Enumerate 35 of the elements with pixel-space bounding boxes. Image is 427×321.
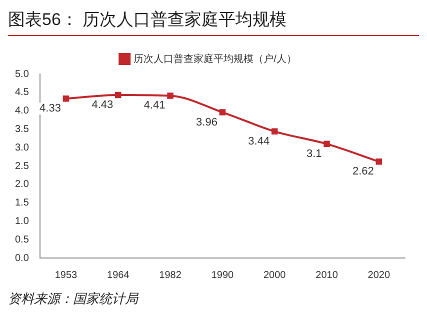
y-tick-label: 0.0 xyxy=(14,252,30,264)
x-tick-label: 2010 xyxy=(316,270,338,281)
y-tick-label: 2.5 xyxy=(14,160,30,172)
data-label: 4.33 xyxy=(40,102,61,115)
data-label: 3.1 xyxy=(306,148,322,160)
point xyxy=(115,92,122,98)
legend-label: 历次人口普查家庭平均规模（户/人） xyxy=(134,52,296,65)
point xyxy=(376,158,382,165)
data-label: 3.96 xyxy=(196,116,218,128)
y-tick-label: 3.0 xyxy=(14,142,30,154)
x-tick-label: 2020 xyxy=(368,270,390,281)
y-tick-label: 3.5 xyxy=(14,124,30,135)
y-tick-label: 4.0 xyxy=(14,106,30,117)
y-tick-label: 4.5 xyxy=(14,87,30,98)
point xyxy=(167,92,174,99)
x-tick-label: 1964 xyxy=(107,270,130,281)
x-tick-label: 1990 xyxy=(211,270,234,281)
y-tick-label: 0.5 xyxy=(14,234,30,246)
y-tick-label: 5.0 xyxy=(14,68,30,80)
x-tick-label: 1982 xyxy=(159,270,182,281)
point xyxy=(219,109,226,116)
x-tick-label: 1953 xyxy=(54,270,78,281)
text: 资料来源：国家统计局 xyxy=(8,290,140,308)
y-tick-label: 1.5 xyxy=(14,198,30,209)
data-label: 4.43 xyxy=(92,99,114,112)
point xyxy=(62,96,70,102)
data-label: 2.62 xyxy=(352,166,374,178)
data-label: 4.41 xyxy=(144,100,166,112)
chart-title: 图表56： 历次人口普查家庭平均规模 xyxy=(8,8,419,36)
point xyxy=(324,140,330,148)
x-tick-label: 2000 xyxy=(263,270,286,281)
y-tick-label: 1.0 xyxy=(14,216,30,227)
data-label: 3.44 xyxy=(248,135,270,148)
point xyxy=(271,128,278,135)
y-tick-label: 2.0 xyxy=(14,179,30,190)
